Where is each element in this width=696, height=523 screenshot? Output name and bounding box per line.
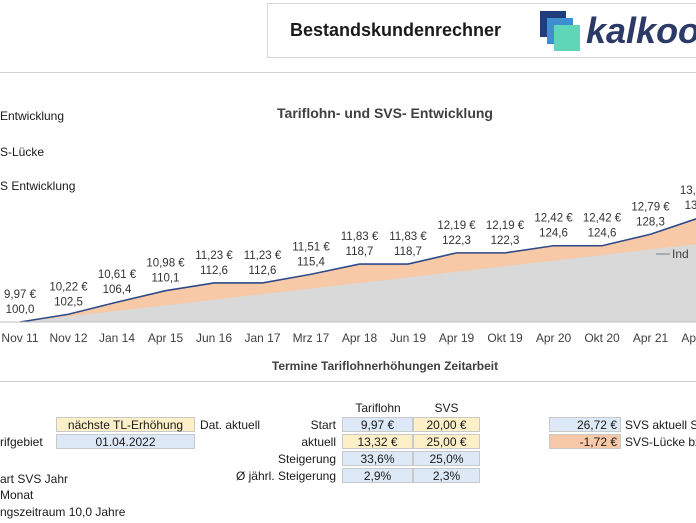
wage-label: 12,79 € — [631, 201, 670, 213]
x-tick-label: Apr 15 — [148, 331, 184, 345]
tariflohn-line — [19, 218, 696, 323]
index-label: 112,6 — [200, 265, 228, 277]
logo-text: kalkoo — [586, 10, 696, 51]
wage-label: 13,32 € — [680, 185, 696, 197]
index-label: 133,6 — [685, 200, 696, 212]
steigerung-tariflohn-value: 33,6% — [342, 451, 413, 466]
svs-aktuell-label: SVS aktuell So — [625, 418, 696, 432]
aktuell-tariflohn-value[interactable]: 13,32 € — [342, 434, 413, 449]
row-label-aktuell: aktuell — [301, 435, 336, 449]
wage-label: 10,61 € — [98, 269, 137, 281]
index-label: 102,5 — [54, 296, 83, 308]
index-label: 118,7 — [394, 246, 422, 258]
wage-label: 11,83 € — [341, 231, 379, 243]
index-label: 122,3 — [442, 235, 471, 247]
index-label: 115,4 — [297, 256, 326, 268]
wage-label: 12,42 € — [583, 213, 622, 225]
kalkoo-logo-icon — [540, 11, 580, 51]
col-header-svs: SVS — [434, 401, 459, 415]
wage-label: 11,83 € — [389, 231, 427, 243]
row-label-steigerung: Steigerung — [277, 452, 336, 466]
index-label: 128,3 — [636, 216, 665, 228]
legend-item-entwicklung: Entwicklung — [0, 109, 65, 123]
x-tick-label: Apr 22 — [681, 331, 696, 345]
x-tick-label: Okt 19 — [487, 331, 523, 345]
wage-label: 12,19 € — [437, 220, 476, 232]
logo-square-front — [554, 25, 580, 51]
svs-base-area — [20, 244, 696, 322]
index-label: 122,3 — [491, 235, 520, 247]
dat-aktuell-label: Dat. aktuell — [200, 418, 261, 432]
x-tick-label: Jan 17 — [244, 331, 280, 345]
next-tl-increase-label: nächste TL-Erhöhung — [56, 417, 195, 432]
x-tick-label: Jun 16 — [196, 331, 232, 345]
jaehrl-steigerung-tariflohn-value: 2,9% — [342, 468, 413, 483]
legend-item-svs-luecke: S-Lücke — [0, 145, 45, 159]
wage-label: 10,22 € — [49, 281, 88, 293]
x-tick-label: Jan 14 — [99, 331, 135, 345]
wage-label: 11,23 € — [244, 250, 282, 262]
start-svs-value[interactable]: 20,00 € — [413, 417, 480, 432]
row-label-start: Start — [310, 418, 336, 432]
wage-label: 9,97 € — [4, 289, 37, 301]
page-title: Bestandskundenrechner — [290, 20, 502, 40]
wage-label: 12,42 € — [534, 213, 573, 225]
row-label-jaehrl-steigerung: Ø jährl. Steigerung — [235, 469, 336, 483]
monat-label: Monat — [0, 488, 34, 502]
x-axis-label: Termine Tariflohnerhöhungen Zeitarbeit — [272, 359, 498, 373]
header-panel — [267, 3, 696, 58]
svs-gap-value: -1,72 € — [549, 434, 621, 449]
wage-label: 10,98 € — [146, 258, 185, 270]
chart-frame — [0, 72, 696, 382]
index-label: 124,6 — [539, 228, 568, 240]
chart-x-ticks: Nov 11 Nov 12 Jan 14 Apr 15 Jun 16 Jan 17 Mrz … — [1, 331, 696, 345]
next-tl-date-value[interactable]: 01.04.2022 — [56, 434, 195, 449]
start-tariflohn-value[interactable]: 9,97 € — [342, 417, 413, 432]
index-label: 100,0 — [6, 304, 35, 316]
index-label: 110,1 — [152, 273, 180, 285]
x-tick-label: Apr 21 — [633, 331, 669, 345]
x-tick-label: Apr 20 — [536, 331, 572, 345]
x-tick-label: Nov 12 — [49, 331, 87, 345]
wage-label: 12,19 € — [486, 220, 525, 232]
aktuell-svs-value[interactable]: 25,00 € — [413, 434, 480, 449]
col-header-tariflohn: Tariflohn — [355, 401, 401, 415]
steigerung-svs-value: 25,0% — [413, 451, 480, 466]
betrachtungszeitraum-label: ngszeitraum 10,0 Jahre — [0, 505, 126, 519]
wage-label: 11,51 € — [292, 241, 330, 253]
x-tick-label: Mrz 17 — [293, 331, 330, 345]
chart-data-labels: 9,97 € 100,0 10,22 € 102,5 10,61 € 106,4 10,98… — [4, 185, 696, 316]
x-tick-label: Apr 19 — [439, 331, 475, 345]
index-label: 124,6 — [588, 228, 617, 240]
chart-title: Tariflohn- und SVS- Entwicklung — [277, 105, 493, 121]
svs-aktuell-value: 26,72 € — [549, 417, 621, 432]
index-label: 118,7 — [346, 246, 374, 258]
index-label: 106,4 — [103, 284, 132, 296]
x-tick-label: Okt 20 — [584, 331, 620, 345]
jaehrl-steigerung-svs-value: 2,3% — [413, 468, 480, 483]
index-series-label: Ind — [672, 247, 689, 261]
legend-item-svs-entwicklung: S Entwicklung — [0, 179, 76, 193]
chart-areas — [0, 218, 696, 323]
x-tick-label: Nov 11 — [1, 331, 38, 345]
index-label: 112,6 — [249, 265, 277, 277]
start-svs-jahr-label: art SVS Jahr — [0, 472, 69, 486]
x-tick-label: Apr 18 — [342, 331, 378, 345]
tarifgebiet-label: rifgebiet — [0, 435, 43, 449]
tariflohn-chart: Tariflohn- und SVS- Entwicklung 9,97 € 10… — [0, 105, 696, 373]
wage-label: 11,23 € — [195, 250, 233, 262]
svs-gap-label: SVS-Lücke bzw — [625, 435, 696, 449]
x-tick-label: Jun 19 — [390, 331, 426, 345]
